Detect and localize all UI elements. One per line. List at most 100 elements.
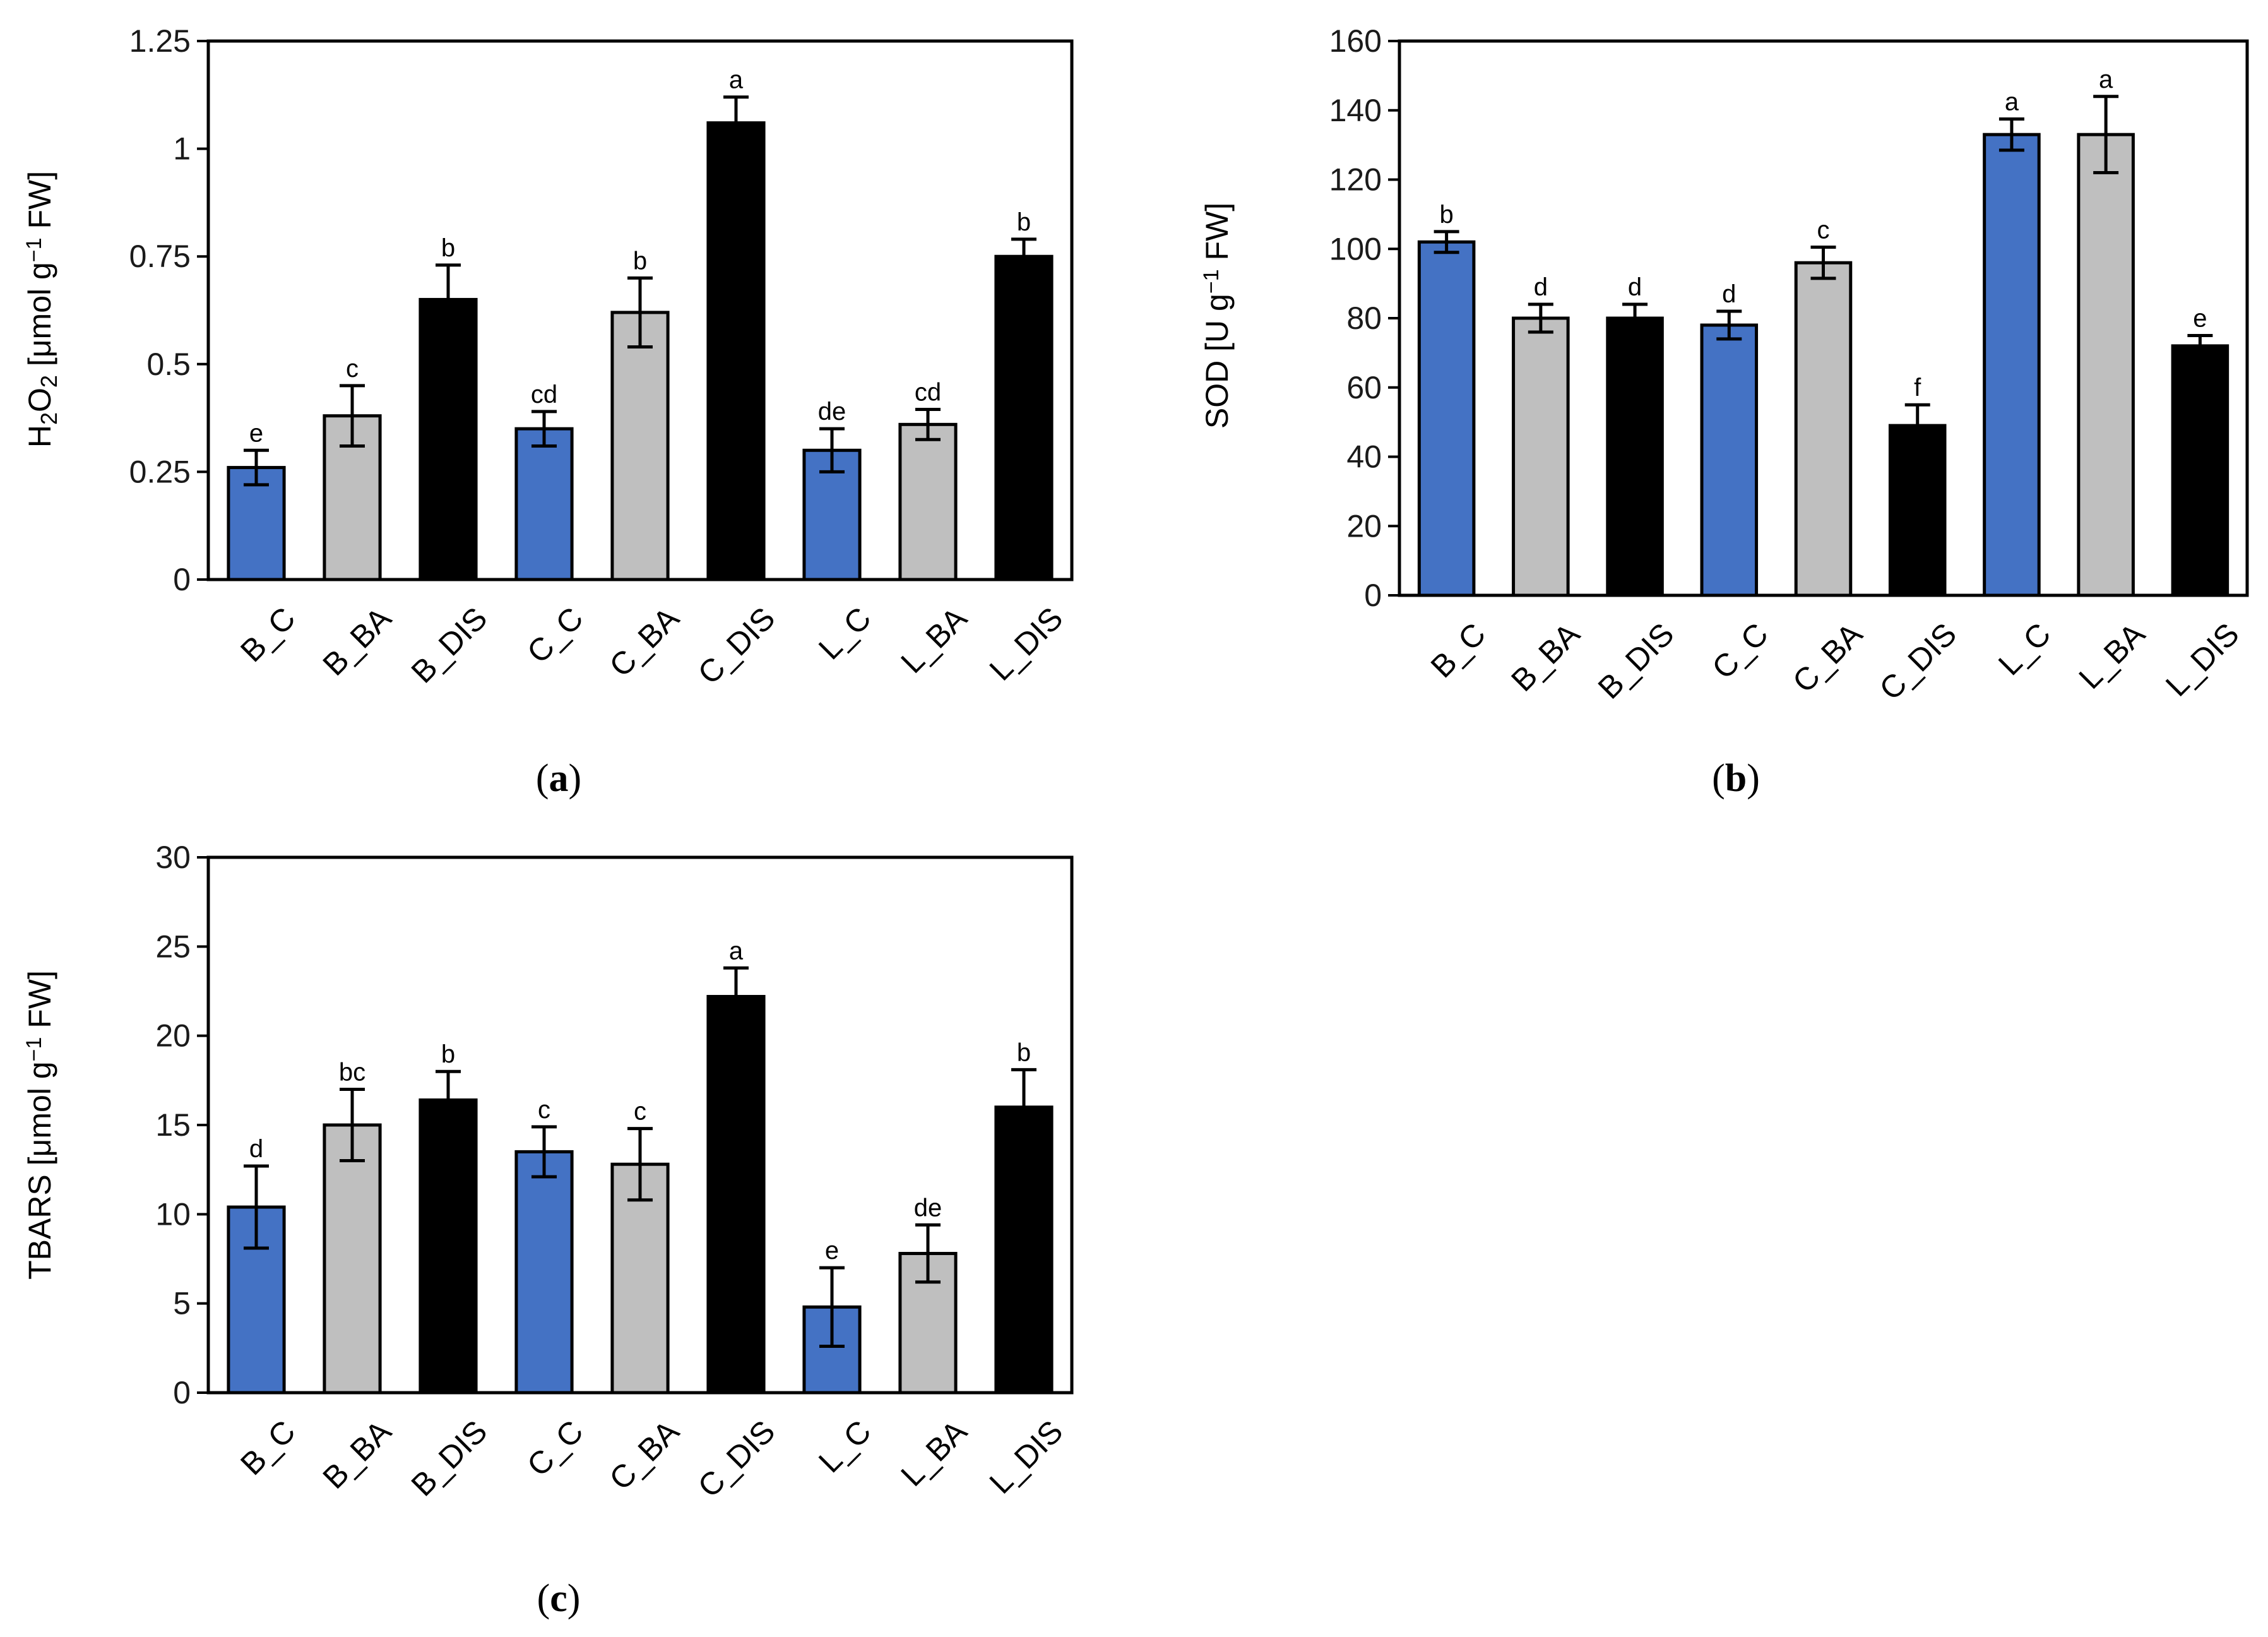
error-bar [819, 427, 845, 473]
y-tick-label: 1.25 [129, 23, 191, 59]
y-tick-label: 10 [155, 1196, 191, 1232]
bar-b-dis [419, 297, 478, 581]
error-bar [340, 384, 365, 448]
error-bar [1011, 237, 1036, 275]
x-category-label: C_BA [1786, 616, 1869, 699]
bar-l-c [1983, 133, 2041, 597]
chart-panel-c: 0 5 10 15 20 25 30 d B_C bc B_BA b B_DIS c C_C c C_BA a C_… [22, 840, 1074, 1620]
x-category-label: L_BA [894, 600, 974, 680]
significance-letter: f [1914, 374, 1921, 402]
bar-c-c [514, 427, 574, 581]
y-tick-label: 60 [1346, 370, 1382, 405]
error-bar [340, 1087, 365, 1163]
significance-letter: cd [915, 378, 941, 406]
error-bar [627, 276, 653, 349]
y-tick-label: 0 [173, 1375, 191, 1410]
error-bar [723, 95, 749, 151]
x-category-label: C_DIS [691, 600, 782, 691]
y-tick-label: 0.75 [129, 239, 191, 274]
x-category-label: C_DIS [691, 1414, 782, 1504]
y-tick-label: 40 [1346, 439, 1382, 475]
error-bar [244, 1164, 269, 1250]
significance-letter: cd [531, 381, 557, 408]
error-bar [1622, 302, 1648, 334]
bar-b-ba [1512, 316, 1570, 597]
bar-c-dis [1888, 424, 1947, 597]
significance-letter: a [729, 66, 744, 94]
x-category-label: C_C [520, 600, 590, 670]
x-category-label: C_C [520, 1414, 590, 1483]
y-tick-label: 20 [155, 1018, 191, 1054]
error-bar [627, 1127, 653, 1202]
significance-letter: c [346, 355, 359, 383]
error-bar [1904, 403, 1930, 448]
bar-c-ba [610, 311, 670, 581]
y-tick-label: 20 [1346, 508, 1382, 544]
x-category-label: L_BA [2072, 616, 2152, 696]
error-bar [436, 263, 461, 336]
bar-l-dis [2171, 344, 2229, 597]
bar-c-c [1700, 323, 1759, 597]
y-tick-label: 140 [1329, 93, 1382, 128]
significance-letter: b [441, 234, 455, 262]
panel-caption: (b) [1712, 757, 1760, 800]
x-category-label: L_DIS [2159, 616, 2246, 703]
y-tick-label: 1 [173, 131, 191, 167]
x-category-label: C_BA [603, 600, 686, 683]
x-category-label: L_C [812, 600, 877, 666]
bar-c-dis [706, 994, 766, 1395]
y-tick-label: 15 [155, 1107, 191, 1143]
bar-l-ba [898, 422, 958, 581]
significance-letter: bc [339, 1058, 365, 1086]
error-bar [244, 448, 269, 487]
error-bar [531, 1125, 557, 1179]
x-category-label: C_BA [603, 1413, 686, 1496]
error-bar [1810, 246, 1836, 280]
bar-l-dis [994, 254, 1054, 581]
y-tick-label: 0.25 [129, 454, 191, 489]
chart-panel-a: 0 0.25 0.5 0.75 1 1.25 e B_C c B_BA b B_DIS cd C_C b C_… [22, 23, 1074, 800]
significance-letter: a [2099, 66, 2113, 93]
bar-l-dis [994, 1105, 1054, 1395]
x-category-label: B_DIS [405, 600, 494, 690]
bar-b-dis [419, 1098, 478, 1395]
bar-c-ba [1794, 261, 1853, 597]
x-category-label: B_C [234, 1414, 302, 1482]
y-tick-label: 5 [173, 1286, 191, 1321]
error-bar [2093, 95, 2119, 175]
error-bar [1528, 302, 1553, 334]
error-bar [531, 410, 557, 448]
bar-c-c [514, 1150, 574, 1395]
y-tick-label: 160 [1329, 23, 1382, 59]
x-category-label: B_BA [316, 600, 398, 682]
significance-letter: e [2193, 304, 2207, 332]
x-category-label: L_DIS [983, 1414, 1070, 1501]
significance-letter: d [249, 1135, 263, 1163]
bar-b-c [1417, 240, 1476, 597]
error-bar [436, 1069, 461, 1131]
significance-letter: a [2005, 88, 2019, 116]
x-category-label: B_C [1424, 616, 1492, 684]
y-tick-label: 0 [173, 562, 191, 597]
y-axis-label: SOD [U g−1 FW] [1199, 203, 1235, 429]
significance-letter: b [1017, 208, 1031, 236]
x-category-label: L_BA [894, 1413, 974, 1493]
y-tick-label: 120 [1329, 162, 1382, 198]
chart-panel-b: 0 20 40 60 80 100 120 140 160 b B_C d B_BA d B_DIS d C_C… [1199, 23, 2249, 800]
y-tick-label: 0.5 [146, 347, 191, 382]
x-category-label: B_BA [316, 1413, 398, 1495]
x-category-label: B_BA [1504, 616, 1586, 698]
y-tick-label: 25 [155, 929, 191, 964]
y-axis-label: TBARS [μmol g−1 FW] [22, 970, 57, 1280]
x-category-label: B_DIS [1591, 616, 1681, 706]
significance-letter: b [1439, 201, 1453, 229]
y-tick-label: 30 [155, 840, 191, 875]
bar-b-dis [1606, 316, 1664, 597]
panel-caption: (c) [537, 1577, 581, 1620]
x-category-label: B_C [234, 600, 302, 669]
x-category-label: L_DIS [983, 600, 1070, 688]
significance-letter: a [729, 937, 744, 965]
error-bar [723, 966, 749, 1027]
bar-c-dis [706, 121, 766, 581]
